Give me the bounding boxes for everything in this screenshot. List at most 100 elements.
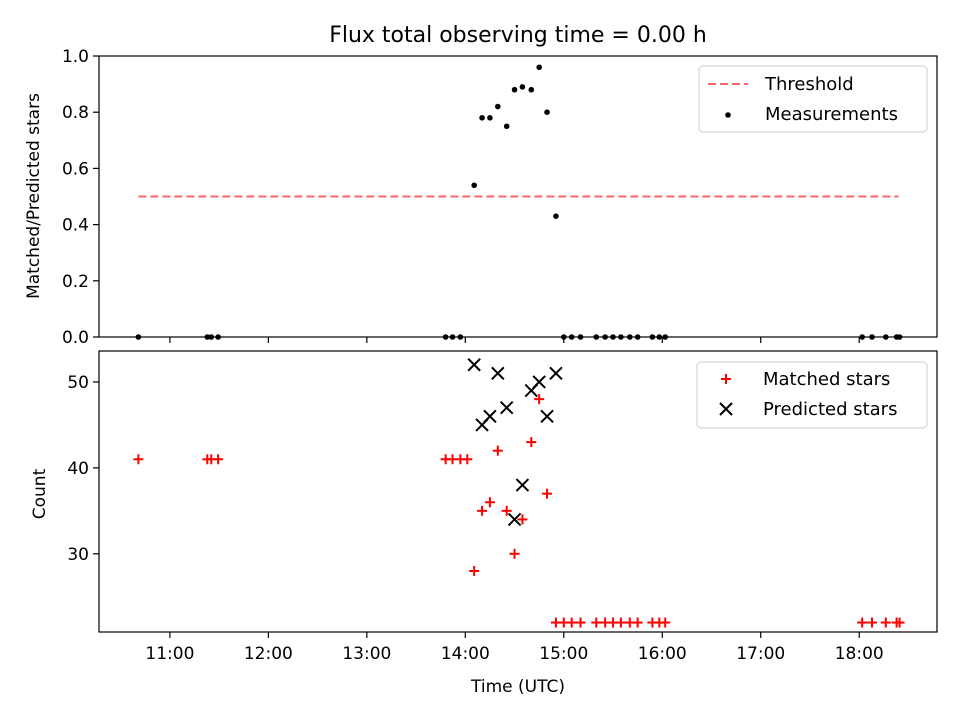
data-point [610,334,616,340]
data-point [896,334,903,340]
data-point [532,375,546,389]
data-point [591,617,602,628]
x-tick-label: 11:00 [145,644,194,664]
data-point [536,64,542,71]
bottom-legend: Matched stars Predicted stars [696,361,928,429]
top-x-ticks [169,337,860,343]
top-legend-box [698,65,928,133]
x-tick-label: 16:00 [638,644,687,664]
y-tick-label: 40 [67,459,89,479]
data-point [882,334,889,340]
data-point [593,334,600,340]
data-point [632,617,643,628]
chart-title: Flux total observing time = 0.00 h [329,23,707,48]
data-point [869,334,875,340]
data-point [499,401,514,415]
data-point [649,334,656,340]
data-point [204,334,211,340]
bottom-y-axis-label: Count [30,468,50,519]
top-y-ticks: 0.0 0.2 0.4 0.6 0.8 1.0 [62,47,99,348]
data-point [487,115,493,121]
x-tick-label: 18:00 [835,644,884,664]
data-point [867,617,878,628]
data-point [660,617,671,628]
data-point [507,512,522,527]
series-measurements [135,64,903,340]
legend-threshold-label: Threshold [764,74,854,95]
x-tick-label: 14:00 [441,644,490,664]
x-axis-label: Time (UTC) [470,677,565,697]
data-point [568,334,575,340]
y-tick-label: 0.0 [62,328,89,348]
data-point [577,334,584,340]
legend-measurements-swatch [725,112,731,118]
bottom-plot-area [133,358,905,628]
bottom-panel: 30 40 50 11:00 12:00 13:00 14:00 15:00 16:00 17:… [30,350,938,697]
top-y-axis-label: Matched/Predicted stars [24,93,44,299]
y-tick-label: 30 [67,545,89,565]
y-tick-label: 1.0 [62,47,89,67]
y-tick-label: 0.8 [62,103,89,123]
data-point [662,334,669,340]
data-point [501,505,512,516]
data-point [626,334,633,340]
data-point [542,488,553,499]
legend-predicted-swatch [719,402,733,416]
data-point [575,617,586,628]
series-predicted-stars [467,358,563,527]
bottom-y-ticks: 30 40 50 [67,373,99,565]
y-tick-label: 0.2 [62,272,89,292]
bottom-legend-box [696,361,928,429]
data-point [859,334,865,340]
data-point [462,454,473,465]
x-tick-label: 17:00 [736,644,785,664]
data-point [857,617,868,628]
data-point [215,334,221,340]
x-tick-label: 12:00 [244,644,293,664]
y-tick-label: 0.6 [62,159,89,179]
data-point [477,505,488,516]
data-point [880,617,891,628]
data-point [133,454,144,465]
data-point [602,334,608,340]
data-point [471,182,477,189]
data-point [492,445,503,456]
data-point [467,358,481,372]
data-point [495,103,501,110]
data-point [213,454,224,465]
y-tick-label: 50 [67,373,89,393]
legend-matched-label: Matched stars [763,369,890,390]
data-point [208,334,215,340]
top-panel: 0.0 0.2 0.4 0.6 0.8 1.0 Matched/Predicted sta… [24,47,938,348]
data-point [549,366,563,381]
data-point [517,514,528,525]
data-point [519,84,526,90]
data-point [634,334,641,340]
data-point [135,334,142,340]
bottom-x-ticks: 11:00 12:00 13:00 14:00 15:00 16:00 17:00 18:00 [145,632,884,664]
top-legend: Threshold Measurements [698,65,928,133]
data-point [491,366,505,381]
data-point [656,334,663,340]
data-point [618,334,624,340]
data-point [503,123,510,130]
data-point [483,409,497,424]
data-point [511,86,518,93]
data-point [484,497,495,508]
data-point [615,617,626,628]
data-point [449,334,456,340]
y-tick-label: 0.4 [62,216,89,236]
top-plot-area [135,64,903,340]
data-point [469,565,480,576]
data-point [479,115,485,121]
x-tick-label: 13:00 [342,644,391,664]
data-point [457,334,464,340]
data-point [894,617,905,628]
data-point [553,213,559,219]
data-point [526,437,537,448]
legend-predicted-label: Predicted stars [763,399,897,420]
data-point [528,86,535,93]
series-matched-stars [133,394,905,628]
data-point [534,394,545,405]
